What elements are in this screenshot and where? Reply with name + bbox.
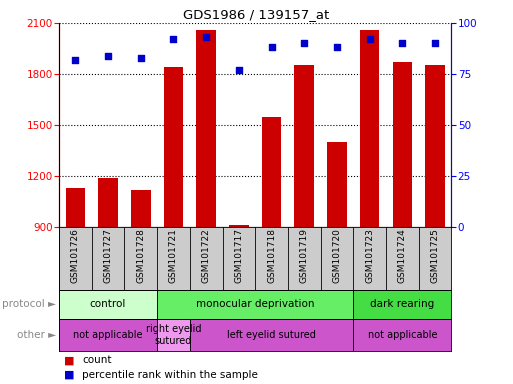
Point [431, 40, 439, 46]
Bar [392, 62, 412, 227]
Bar [164, 67, 183, 227]
Text: right eyelid
sutured: right eyelid sutured [146, 324, 201, 346]
Text: GSM101718: GSM101718 [267, 228, 276, 283]
Text: ■: ■ [64, 370, 74, 380]
Bar [66, 187, 85, 227]
Bar [353, 319, 451, 351]
Bar [190, 319, 353, 351]
Point [169, 36, 177, 42]
Text: GSM101720: GSM101720 [332, 228, 342, 283]
Text: GSM101722: GSM101722 [202, 228, 211, 283]
Bar [59, 319, 157, 351]
Text: ■: ■ [64, 356, 74, 366]
Text: other ►: other ► [17, 330, 56, 340]
Text: count: count [82, 356, 112, 366]
Point [202, 34, 210, 40]
Bar [157, 290, 353, 319]
Text: GSM101723: GSM101723 [365, 228, 374, 283]
Point [267, 45, 275, 51]
Text: GSM101727: GSM101727 [104, 228, 112, 283]
Bar [262, 117, 281, 227]
Point [235, 67, 243, 73]
Text: GSM101717: GSM101717 [234, 228, 243, 283]
Bar [353, 290, 451, 319]
Text: GSM101724: GSM101724 [398, 228, 407, 283]
Text: dark rearing: dark rearing [370, 299, 435, 310]
Text: GSM101719: GSM101719 [300, 228, 309, 283]
Bar [229, 225, 249, 227]
Bar [98, 178, 118, 227]
Point [398, 40, 406, 46]
Bar [327, 142, 347, 227]
Text: protocol ►: protocol ► [3, 299, 56, 310]
Bar [157, 319, 190, 351]
Text: GDS1986 / 139157_at: GDS1986 / 139157_at [183, 8, 330, 22]
Text: GSM101725: GSM101725 [430, 228, 440, 283]
Text: control: control [90, 299, 126, 310]
Bar [131, 190, 150, 227]
Text: not applicable: not applicable [73, 330, 143, 340]
Bar [196, 30, 216, 227]
Point [71, 56, 80, 63]
Text: left eyelid sutured: left eyelid sutured [227, 330, 316, 340]
Bar [59, 290, 157, 319]
Text: GSM101728: GSM101728 [136, 228, 145, 283]
Point [333, 45, 341, 51]
Bar [294, 65, 314, 227]
Text: GSM101726: GSM101726 [71, 228, 80, 283]
Point [366, 36, 374, 42]
Point [136, 55, 145, 61]
Text: not applicable: not applicable [368, 330, 437, 340]
Bar [425, 65, 445, 227]
Bar [360, 30, 380, 227]
Text: percentile rank within the sample: percentile rank within the sample [82, 370, 258, 380]
Point [104, 53, 112, 59]
Point [300, 40, 308, 46]
Text: GSM101721: GSM101721 [169, 228, 178, 283]
Text: monocular deprivation: monocular deprivation [196, 299, 314, 310]
